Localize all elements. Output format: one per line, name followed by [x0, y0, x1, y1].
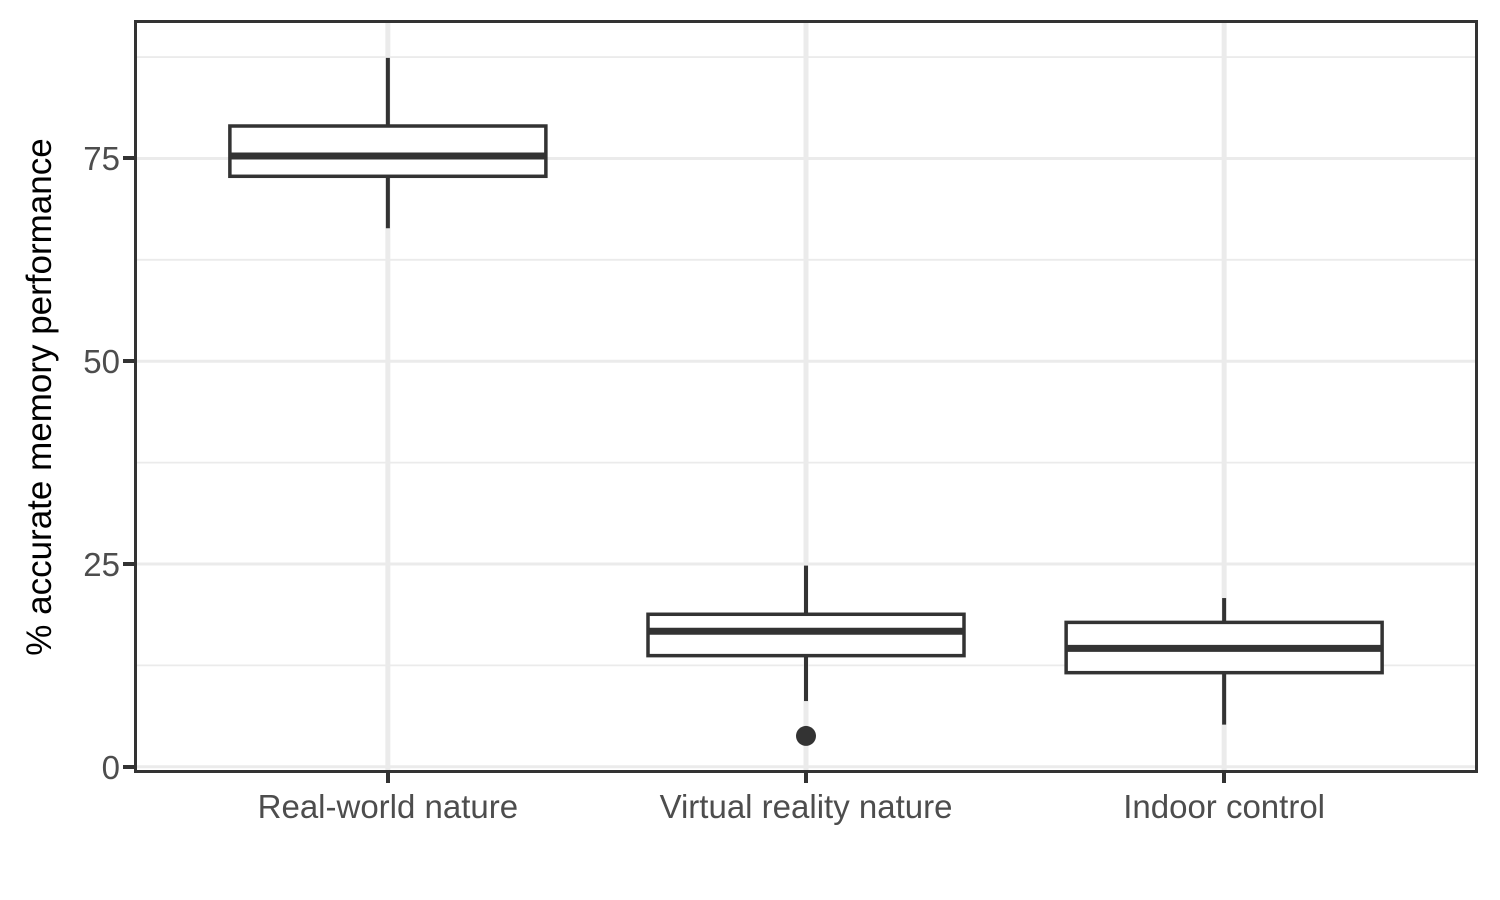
plot-panel: [134, 20, 1478, 773]
iqr-box: [228, 124, 548, 179]
boxplot-chart: [137, 23, 1475, 770]
y-tick-label: 0: [101, 748, 120, 786]
x-tick-mark: [1222, 770, 1227, 783]
y-tick-label: 75: [83, 140, 120, 178]
y-axis-title: % accurate memory performance: [20, 138, 59, 656]
boxplot-real-world-nature: [228, 57, 548, 229]
y-tick-label: 25: [83, 545, 120, 583]
iqr-box: [646, 612, 966, 658]
y-tick-mark: [123, 156, 137, 161]
outlier-point: [796, 725, 816, 746]
x-category-label-virtual-reality-nature: Virtual reality nature: [659, 788, 953, 825]
boxplot-indoor-control: [1064, 598, 1384, 725]
x-tick-mark: [804, 770, 808, 783]
x-category-label-indoor-control: Indoor control: [1123, 788, 1326, 825]
x-category-label-real-world-nature: Real-world nature: [257, 788, 519, 825]
boxplot-virtual-reality-nature: [646, 565, 966, 746]
x-tick-mark: [385, 770, 390, 783]
boxplots-layer: [228, 57, 1384, 746]
y-tick-mark: [123, 764, 137, 769]
y-tick-mark: [123, 561, 137, 566]
y-tick-mark: [123, 359, 137, 364]
y-tick-label: 50: [83, 343, 120, 381]
